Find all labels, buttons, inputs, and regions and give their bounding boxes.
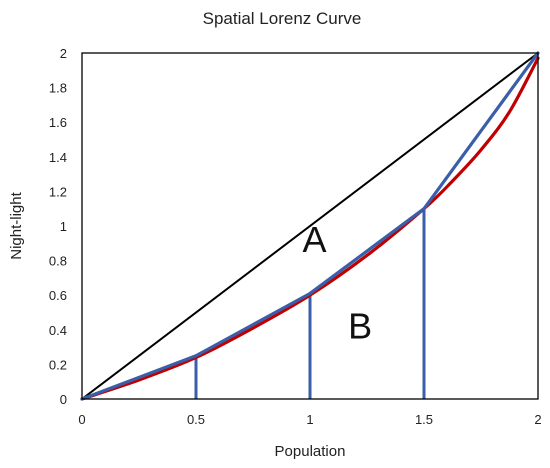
y-tick-label: 1.4	[49, 150, 67, 165]
x-tick-label: 1	[306, 412, 313, 427]
annotations: AB	[303, 219, 373, 347]
x-tick-label: 0.5	[187, 412, 205, 427]
y-tick-label: 2	[60, 46, 67, 61]
region-label: B	[348, 305, 372, 346]
x-axis-label: Population	[275, 443, 346, 460]
equality-line-series	[81, 52, 539, 400]
lorenz-curve-series	[80, 56, 540, 401]
y-tick-label: 0.2	[49, 357, 67, 372]
y-tick-label: 1.8	[49, 81, 67, 96]
plot-frame	[81, 52, 539, 400]
series-layer	[80, 51, 540, 401]
x-tick-label: 1.5	[415, 412, 433, 427]
y-tick-label: 1	[60, 219, 67, 234]
axis-ticks: 0 0.5 1 1.5 2 0 0.2 0.4 0.6 0.8 1 1.2 1.4 1.6 1.8 2	[49, 46, 542, 427]
y-tick-label: 0.8	[49, 254, 67, 269]
region-label: A	[303, 219, 327, 260]
y-tick-label: 0	[60, 392, 67, 407]
x-tick-label: 2	[534, 412, 541, 427]
y-tick-label: 1.2	[49, 184, 67, 199]
y-tick-label: 0.6	[49, 288, 67, 303]
y-tick-label: 0.4	[49, 323, 67, 338]
piecewise-linear-series	[80, 51, 540, 401]
y-axis-label: Night-light	[8, 191, 25, 259]
y-tick-label: 1.6	[49, 115, 67, 130]
chart-title: Spatial Lorenz Curve	[203, 9, 362, 28]
x-tick-label: 0	[78, 412, 85, 427]
